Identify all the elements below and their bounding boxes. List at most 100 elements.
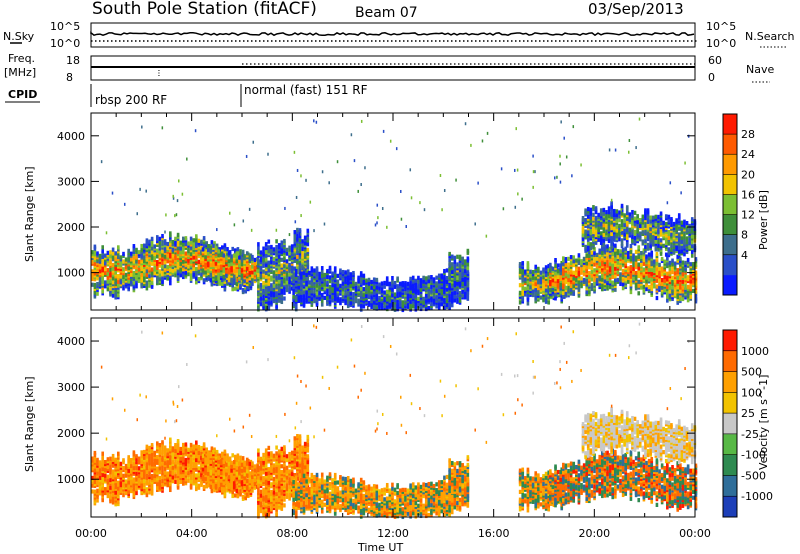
power-cell bbox=[562, 279, 565, 284]
power-outlier bbox=[299, 232, 302, 236]
power-cell bbox=[166, 264, 169, 270]
power-outlier bbox=[455, 178, 457, 182]
power-cell bbox=[593, 277, 596, 282]
power-cell bbox=[174, 236, 177, 241]
power-cell bbox=[372, 277, 376, 282]
power-cell bbox=[584, 244, 587, 250]
power-cell bbox=[453, 259, 457, 264]
power-cell bbox=[690, 249, 694, 254]
power-cell bbox=[642, 248, 646, 253]
power-cell bbox=[296, 248, 299, 254]
power-outlier bbox=[357, 189, 359, 193]
power-cell bbox=[272, 256, 276, 262]
power-cell bbox=[122, 259, 125, 264]
power-outlier bbox=[608, 148, 611, 152]
power-cell bbox=[148, 283, 151, 288]
velocity-cell bbox=[109, 493, 112, 498]
power-cell bbox=[135, 253, 138, 258]
power-cell bbox=[331, 298, 334, 303]
power-cell bbox=[581, 225, 585, 230]
power-cell bbox=[153, 271, 156, 276]
velocity-cell bbox=[111, 496, 115, 501]
power-cell bbox=[673, 288, 677, 293]
power-cell bbox=[684, 285, 687, 290]
power-cell bbox=[132, 255, 136, 260]
power-cell bbox=[393, 280, 397, 286]
power-cell bbox=[104, 280, 107, 285]
power-cell bbox=[567, 262, 570, 267]
power-cell bbox=[251, 254, 254, 260]
power-cell bbox=[179, 250, 182, 255]
power-cell bbox=[262, 296, 265, 301]
power-cell bbox=[463, 276, 467, 281]
power-cell bbox=[150, 236, 154, 241]
power-cell bbox=[204, 264, 207, 269]
power-cell bbox=[383, 280, 386, 286]
power-cell bbox=[655, 278, 659, 283]
power-cell bbox=[189, 236, 193, 241]
power-cell bbox=[586, 237, 590, 242]
power-cell bbox=[461, 277, 464, 282]
power-cell bbox=[660, 266, 664, 271]
power-cell bbox=[659, 211, 663, 216]
power-cell bbox=[264, 253, 268, 258]
power-outlier bbox=[172, 196, 175, 200]
power-cell bbox=[187, 241, 190, 246]
power-cell bbox=[612, 212, 616, 217]
power-cell bbox=[590, 250, 594, 255]
power-cell bbox=[200, 254, 203, 260]
nsearch-label: N.Search bbox=[745, 30, 795, 43]
power-outlier bbox=[513, 168, 516, 172]
power-cell bbox=[251, 274, 254, 279]
power-cell bbox=[637, 245, 641, 250]
power-cell bbox=[554, 292, 557, 297]
power-cell bbox=[143, 268, 146, 273]
velocity-cell bbox=[96, 457, 99, 462]
power-cell bbox=[404, 281, 407, 286]
power-cell bbox=[559, 267, 563, 272]
power-cell bbox=[135, 284, 138, 289]
power-cell bbox=[210, 240, 214, 245]
power-cell bbox=[195, 234, 198, 239]
power-cell bbox=[619, 281, 622, 287]
power-cell bbox=[257, 284, 260, 289]
power-cell bbox=[422, 275, 425, 280]
velocity-cell bbox=[104, 473, 107, 478]
power-cell bbox=[430, 301, 433, 307]
power-cell bbox=[623, 213, 626, 218]
noise-tick-right-bottom: 10^0 bbox=[706, 37, 736, 50]
power-cell bbox=[362, 279, 366, 284]
power-cell bbox=[621, 259, 625, 264]
power-cell bbox=[554, 257, 557, 263]
power-cell bbox=[666, 271, 669, 276]
power-outlier bbox=[532, 185, 534, 189]
power-cell bbox=[542, 275, 545, 280]
power-outlier bbox=[553, 176, 556, 180]
power-cell bbox=[624, 246, 628, 251]
power-cell bbox=[145, 280, 149, 285]
power-cell bbox=[598, 267, 602, 272]
power-cell bbox=[456, 293, 459, 299]
power-cell bbox=[450, 291, 454, 296]
power-cell bbox=[551, 266, 555, 271]
power-cell bbox=[333, 287, 337, 292]
velocity-cell bbox=[101, 461, 104, 466]
power-cell bbox=[588, 253, 591, 258]
velocity-cell bbox=[101, 467, 104, 472]
power-cell bbox=[524, 286, 527, 291]
power-cell bbox=[262, 288, 265, 293]
power-cell bbox=[547, 263, 551, 269]
power-cell bbox=[406, 281, 410, 286]
power-outlier bbox=[556, 175, 558, 179]
power-cell bbox=[227, 262, 231, 267]
power-cell bbox=[653, 268, 656, 274]
power-cell bbox=[585, 280, 589, 285]
power-outlier bbox=[374, 223, 377, 227]
power-outlier bbox=[376, 221, 378, 225]
power-cell bbox=[619, 264, 622, 269]
power-outlier bbox=[233, 223, 236, 227]
power-cell bbox=[559, 290, 563, 295]
power-cell bbox=[645, 254, 648, 259]
power-cell bbox=[137, 259, 141, 264]
power-cell bbox=[644, 208, 647, 213]
